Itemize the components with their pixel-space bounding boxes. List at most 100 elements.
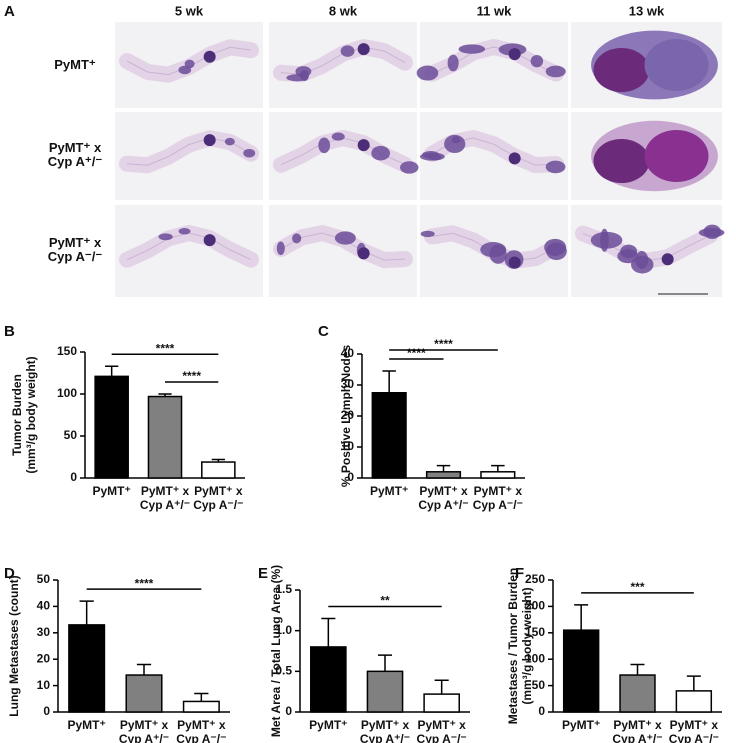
- tumor-region: [489, 244, 507, 264]
- bar: [675, 690, 713, 713]
- bar: [147, 395, 183, 479]
- error-bar: [105, 365, 119, 377]
- y-tick-label: 100: [525, 651, 545, 665]
- x-tick-label: PyMT⁺ x Cyp A⁺/⁻: [118, 718, 170, 743]
- bar: [480, 471, 516, 479]
- x-tick-label: PyMT⁺ x Cyp A⁻/⁻: [416, 718, 467, 743]
- error-bar: [136, 663, 152, 676]
- x-tick-label: PyMT⁺: [309, 718, 348, 732]
- x-tick-label: PyMT⁺ x Cyp A⁻/⁻: [176, 718, 227, 743]
- y-axis-title: Tumor Burden (mm³/g body weight): [10, 356, 38, 474]
- tumor-region: [447, 54, 459, 72]
- y-tick-label: 0: [43, 704, 50, 718]
- significance-label: ****: [182, 369, 201, 383]
- x-tick-label: PyMT⁺: [369, 484, 409, 498]
- lymph-node: [203, 134, 216, 147]
- lymph-node: [203, 234, 216, 247]
- panel-label: C: [318, 323, 329, 340]
- significance-label: ***: [630, 580, 644, 594]
- tumor-region: [546, 242, 567, 261]
- x-tick-label: PyMT⁺: [561, 718, 601, 732]
- y-tick-label: 50: [532, 678, 546, 692]
- row-label: PyMT⁺ x Cyp A⁺/⁻: [47, 140, 103, 169]
- y-tick-label: 10: [37, 678, 51, 692]
- bar: [125, 674, 163, 713]
- bar: [562, 629, 600, 713]
- column-header: 8 wk: [329, 3, 358, 18]
- lymph-node: [508, 152, 521, 165]
- tumor-region: [371, 145, 391, 161]
- significance-label: **: [380, 594, 390, 608]
- bar: [371, 392, 407, 479]
- lymph-node: [357, 43, 370, 56]
- y-tick-label: 0: [347, 470, 354, 484]
- histology-image: [571, 205, 722, 297]
- column-header: 13 wk: [629, 3, 665, 18]
- tumor-region: [620, 244, 638, 259]
- error-bar: [194, 692, 209, 702]
- bar: [423, 693, 460, 713]
- tumor-region: [184, 59, 195, 69]
- significance-label: ****: [407, 346, 426, 360]
- y-tick-label: 50: [37, 572, 51, 586]
- panel-label: E: [258, 565, 268, 582]
- y-tick-label: 50: [64, 428, 78, 442]
- y-axis-title: % Positive Lymph Nodes: [339, 344, 353, 488]
- bar: [425, 471, 462, 479]
- panel-label: F: [515, 565, 524, 582]
- tumor-region: [178, 228, 191, 235]
- tumor-region: [593, 48, 650, 92]
- y-tick-label: 40: [341, 346, 355, 360]
- error-bar: [436, 464, 451, 472]
- tumor-region: [340, 45, 355, 57]
- x-tick-label: PyMT⁺: [67, 718, 106, 732]
- x-tick-label: PyMT⁺ x Cyp A⁺/⁻: [359, 718, 411, 743]
- y-tick-label: 150: [57, 344, 77, 358]
- tumor-region: [286, 74, 308, 82]
- tumor-region: [530, 54, 544, 68]
- row-label: PyMT⁺ x Cyp A⁻/⁻: [47, 235, 103, 264]
- bar: [182, 700, 220, 713]
- y-tick-label: 20: [341, 408, 355, 422]
- y-tick-label: 10: [341, 439, 355, 453]
- lymph-node: [357, 247, 370, 260]
- tumor-region: [295, 66, 312, 77]
- tumor-region: [644, 39, 709, 91]
- tumor-region: [243, 148, 256, 158]
- error-bar: [321, 617, 336, 647]
- error-bar: [491, 464, 505, 472]
- y-tick-label: 150: [525, 625, 545, 639]
- y-tick-label: 250: [525, 572, 545, 586]
- error-bar: [377, 654, 393, 672]
- column-header: 11 wk: [477, 3, 512, 18]
- column-header: 5 wk: [175, 3, 204, 18]
- x-tick-label: PyMT⁺ x Cyp A⁻/⁻: [193, 484, 244, 512]
- error-bar: [686, 675, 701, 691]
- tumor-region: [178, 65, 192, 75]
- tumor-region: [292, 233, 302, 244]
- bar: [201, 461, 236, 479]
- tumor-region: [458, 44, 486, 54]
- panel-label: D: [4, 565, 15, 582]
- significance-label: ****: [156, 341, 175, 355]
- y-tick-label: 100: [57, 386, 77, 400]
- lymph-node: [508, 256, 521, 269]
- bar: [94, 375, 129, 479]
- y-axis-title: Lung Metastases (count): [7, 575, 21, 717]
- tumor-region: [318, 137, 331, 154]
- lymph-node: [357, 139, 370, 152]
- tumor-region: [698, 228, 725, 238]
- error-bar: [79, 600, 94, 625]
- tumor-region: [224, 137, 235, 146]
- tumor-region: [334, 231, 356, 245]
- error-bar: [158, 393, 172, 397]
- y-tick-label: 1.5: [275, 582, 292, 596]
- lymph-node: [661, 253, 674, 266]
- y-tick-label: 200: [525, 599, 545, 613]
- bar: [366, 670, 404, 713]
- lymph-node: [203, 50, 216, 63]
- tumor-region: [419, 152, 445, 161]
- significance-label: ****: [135, 576, 154, 590]
